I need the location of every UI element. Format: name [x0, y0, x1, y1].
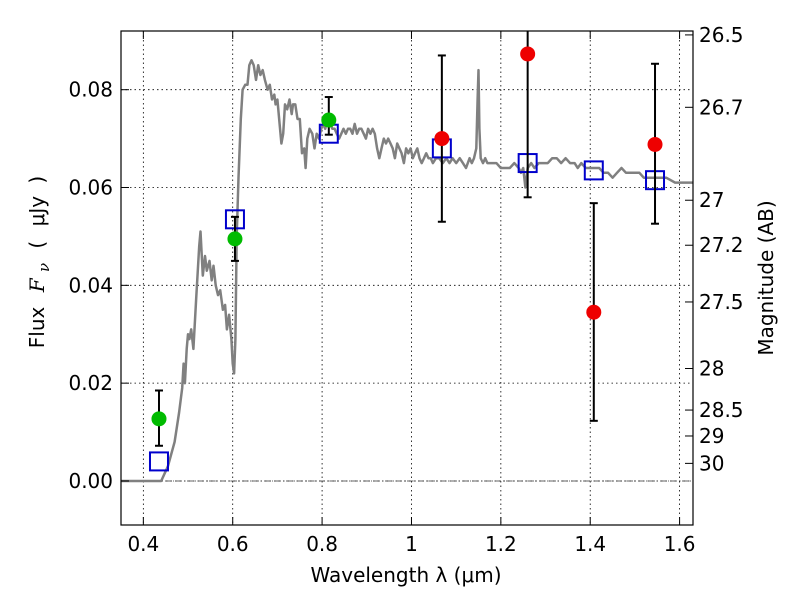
y-axis-title-symbol: F [25, 277, 49, 293]
observed-point-red [586, 304, 602, 320]
x-tick-label: 1 [405, 532, 418, 556]
y-tick-label: 0.00 [68, 469, 113, 493]
x-tick-label: 1.4 [574, 532, 606, 556]
x-tick-label: 0.6 [217, 532, 249, 556]
y-axis-title: Flux F ν ( μJy ) [25, 176, 54, 348]
observed-point-red [647, 136, 663, 152]
y2-tick-label: 27.2 [699, 233, 744, 257]
observed-point-red [434, 131, 450, 147]
y2-tick-label: 27 [699, 188, 724, 212]
y2-tick-label: 26.7 [699, 95, 744, 119]
observed-point-green [151, 411, 167, 427]
x-tick-label: 0.8 [306, 532, 338, 556]
plot-frame [120, 30, 694, 526]
y-tick-label: 0.08 [68, 78, 113, 102]
observed-point-green [321, 112, 337, 128]
model-photometry-square [583, 160, 604, 181]
observed-point-green [227, 231, 243, 247]
y2-tick-label: 29 [699, 424, 724, 448]
sed-model-line [121, 59, 693, 483]
observed-point-red [520, 46, 536, 62]
y2-tick-label: 28 [699, 356, 724, 380]
y2-tick-label: 27.5 [699, 290, 744, 314]
y-axis-title-open-paren: ( [25, 241, 49, 249]
y2-tick-label: 26.5 [699, 23, 744, 47]
x-tick-label: 1.2 [485, 532, 517, 556]
model-photometry-square [148, 451, 169, 472]
y2-axis-title: Magnitude (AB) [754, 200, 778, 355]
y-axis-title-word: Flux [25, 307, 49, 349]
y-tick-label: 0.06 [68, 176, 113, 200]
y-tick-label: 0.04 [68, 273, 113, 297]
y-axis-title-subscript: ν [35, 263, 53, 272]
y-tick-label: 0.02 [68, 371, 113, 395]
plot-layer [121, 31, 693, 483]
x-tick-label: 0.4 [127, 532, 159, 556]
tick-layer: 0.4 0.6 0.8 1 1.2 1.4 1.6 0.00 0.02 0.04 0.06 0.08 2… [68, 23, 743, 556]
y2-tick-label: 30 [699, 451, 724, 475]
y-axis-title-close-paren: ) [25, 176, 49, 184]
y-axis-title-unit: μJy [25, 196, 49, 227]
y2-tick-label: 28.5 [699, 398, 744, 422]
x-axis-title: Wavelength λ (μm) [310, 563, 501, 587]
x-tick-label: 1.6 [664, 532, 696, 556]
